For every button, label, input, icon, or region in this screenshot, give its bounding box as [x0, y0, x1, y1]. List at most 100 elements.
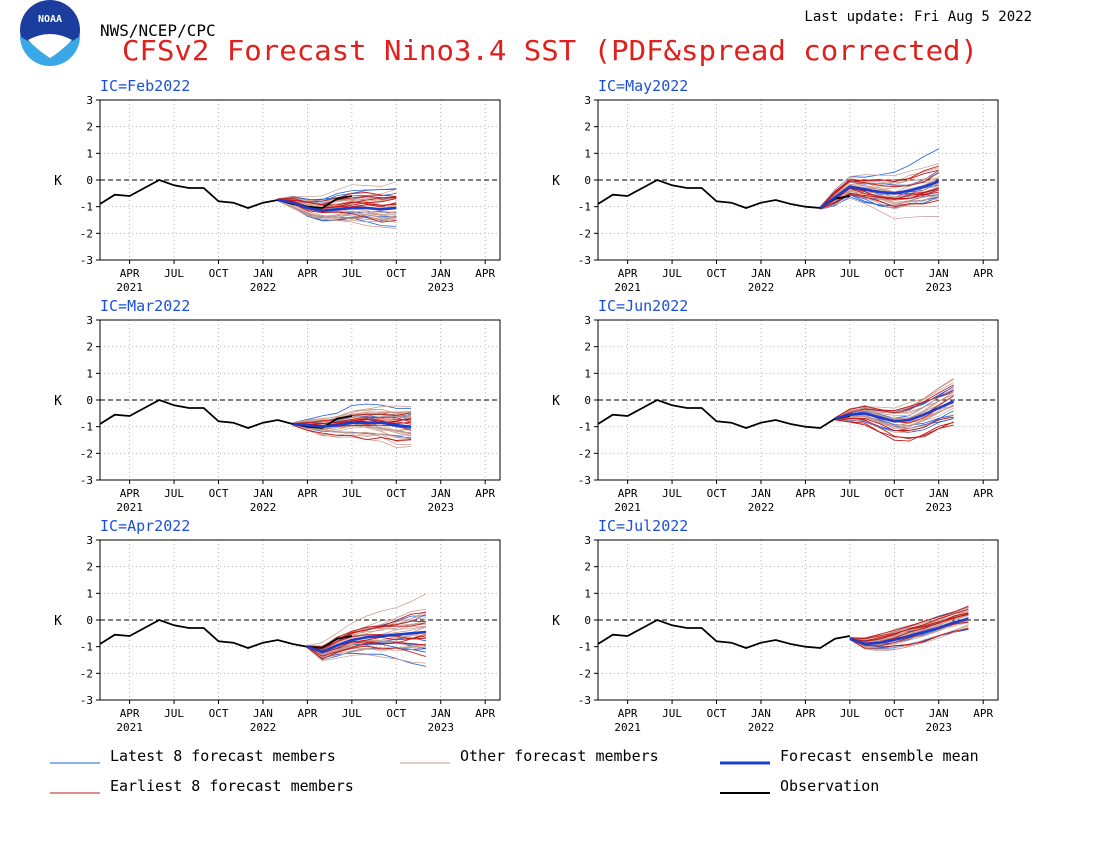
x-tick-month: OCT	[884, 707, 904, 720]
member-line-other	[277, 200, 397, 221]
x-tick-month: JAN	[431, 487, 451, 500]
member-line-other	[292, 405, 412, 424]
y-tick-label: -3	[80, 694, 93, 707]
y-tick-label: 2	[86, 561, 93, 574]
x-tick-month: JAN	[929, 487, 949, 500]
y-tick-label: 2	[584, 341, 591, 354]
y-tick-label: -1	[578, 641, 591, 654]
member-line-other	[307, 646, 426, 661]
y-tick-label: 2	[584, 121, 591, 134]
member-line-other	[292, 411, 412, 424]
member-line-other	[834, 394, 954, 421]
y-axis-label: K	[552, 614, 560, 629]
x-tick-month: OCT	[707, 707, 727, 720]
panel-ic-label: IC=Feb2022	[100, 77, 190, 95]
ensemble-mean-line	[819, 180, 940, 210]
y-tick-label: -3	[578, 254, 591, 267]
x-tick-month: APR	[475, 707, 495, 720]
x-tick-month: APR	[120, 487, 140, 500]
x-tick-month: OCT	[884, 487, 904, 500]
panel-ic-label: IC=Jul2022	[598, 517, 688, 535]
x-tick-month: APR	[120, 707, 140, 720]
x-tick-year: 2022	[748, 501, 775, 514]
x-tick-month: APR	[973, 707, 993, 720]
legend-earliest-label: Earliest 8 forecast members	[110, 777, 354, 795]
y-tick-label: 1	[584, 147, 591, 160]
y-tick-label: 3	[86, 314, 93, 327]
x-tick-month: JUL	[164, 267, 184, 280]
y-tick-label: 0	[86, 394, 93, 407]
member-line-earliest	[307, 633, 427, 651]
member-line-earliest	[834, 418, 954, 440]
member-line-earliest	[834, 384, 954, 419]
x-tick-year: 2022	[250, 501, 277, 514]
x-tick-month: APR	[973, 487, 993, 500]
member-line-earliest	[819, 169, 939, 208]
member-line-earliest	[307, 642, 426, 657]
member-line-other	[277, 200, 397, 223]
y-tick-label: 1	[86, 147, 93, 160]
member-line-other	[292, 424, 412, 448]
x-tick-month: JUL	[342, 267, 362, 280]
y-axis-label: K	[552, 174, 560, 189]
legend-observation-label: Observation	[780, 777, 879, 795]
y-tick-label: -1	[578, 421, 591, 434]
x-tick-month: JUL	[164, 707, 184, 720]
plot-frame	[597, 319, 999, 481]
member-line-other	[849, 626, 969, 652]
x-tick-month: APR	[973, 267, 993, 280]
x-tick-month: OCT	[707, 487, 727, 500]
member-line-other	[834, 401, 954, 428]
member-line-other	[819, 163, 939, 208]
y-tick-label: 1	[584, 587, 591, 600]
member-line-earliest	[307, 637, 426, 654]
x-tick-month: APR	[297, 707, 317, 720]
x-tick-month: APR	[618, 487, 638, 500]
plot-frame	[597, 99, 999, 261]
ensemble-mean-line	[306, 630, 427, 654]
member-line-earliest	[819, 172, 939, 208]
y-tick-label: 2	[86, 121, 93, 134]
ensemble-mean-line	[849, 617, 969, 646]
y-axis-label: K	[54, 394, 62, 409]
x-tick-year: 2023	[925, 501, 952, 514]
x-tick-year: 2023	[925, 281, 952, 294]
x-tick-month: APR	[475, 487, 495, 500]
y-tick-label: 3	[584, 534, 591, 547]
x-tick-month: OCT	[209, 487, 229, 500]
y-tick-label: -2	[80, 447, 93, 460]
x-tick-year: 2021	[116, 721, 143, 734]
page-title: CFSv2 Forecast Nino3.4 SST (PDF&spread c…	[122, 34, 978, 67]
observation-line	[597, 619, 851, 649]
member-line-earliest	[820, 187, 939, 210]
member-line-earliest	[819, 187, 939, 209]
y-tick-label: -3	[80, 254, 93, 267]
legend: Latest 8 forecast members Other forecast…	[50, 747, 979, 795]
y-axis-label: K	[54, 174, 62, 189]
x-tick-month: APR	[795, 707, 815, 720]
x-tick-month: JUL	[840, 267, 860, 280]
last-update: Last update: Fri Aug 5 2022	[804, 9, 1032, 25]
y-tick-label: -2	[80, 227, 93, 240]
x-tick-month: OCT	[209, 267, 229, 280]
x-tick-month: APR	[297, 487, 317, 500]
ensemble-mean-line	[277, 198, 397, 213]
noaa-logo: NOAA	[20, 0, 80, 66]
y-tick-label: -2	[80, 667, 93, 680]
x-tick-year: 2023	[427, 281, 454, 294]
member-line-other	[277, 200, 397, 220]
x-tick-month: APR	[795, 487, 815, 500]
member-line-other	[307, 647, 426, 664]
x-tick-month: JAN	[751, 707, 771, 720]
member-line-other	[277, 195, 397, 204]
member-line-other	[307, 622, 426, 652]
member-line-earliest	[834, 390, 954, 419]
x-tick-month: APR	[120, 267, 140, 280]
member-line-other	[849, 613, 969, 644]
x-tick-month: JUL	[342, 707, 362, 720]
